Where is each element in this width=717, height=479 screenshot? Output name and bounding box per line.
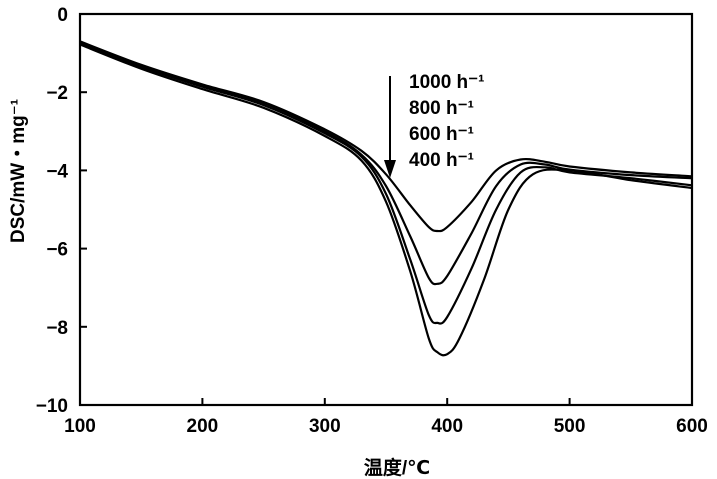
legend-entry-400h: 400 h⁻¹ bbox=[409, 150, 474, 171]
series-line-800h bbox=[79, 41, 693, 286]
y-tick-label: 0 bbox=[57, 5, 68, 26]
x-tick-label: 200 bbox=[187, 416, 219, 437]
legend-entry-600h: 600 h⁻¹ bbox=[409, 124, 474, 145]
series-line-400h bbox=[79, 43, 693, 357]
y-tick-label: −10 bbox=[36, 396, 68, 417]
y-tick-label: −2 bbox=[46, 83, 68, 104]
x-tick-label: 400 bbox=[431, 416, 463, 437]
x-tick-label: 300 bbox=[309, 416, 341, 437]
y-tick-label: −4 bbox=[46, 161, 68, 182]
legend-entry-800h: 800 h⁻¹ bbox=[409, 98, 474, 119]
x-tick-label: 500 bbox=[554, 416, 586, 437]
x-axis-title: 温度/℃ bbox=[364, 456, 430, 479]
x-tick-label: 100 bbox=[64, 416, 96, 437]
arrow-head-icon bbox=[384, 160, 396, 178]
y-tick-label: −8 bbox=[46, 318, 68, 339]
x-tick-label: 600 bbox=[676, 416, 708, 437]
legend-entry-1000h: 1000 h⁻¹ bbox=[409, 72, 485, 93]
series-line-600h bbox=[79, 42, 693, 325]
y-axis-title: DSC/mW・mg⁻¹ bbox=[8, 99, 29, 243]
y-tick-label: −6 bbox=[46, 240, 68, 261]
plot-frame bbox=[78, 12, 694, 407]
